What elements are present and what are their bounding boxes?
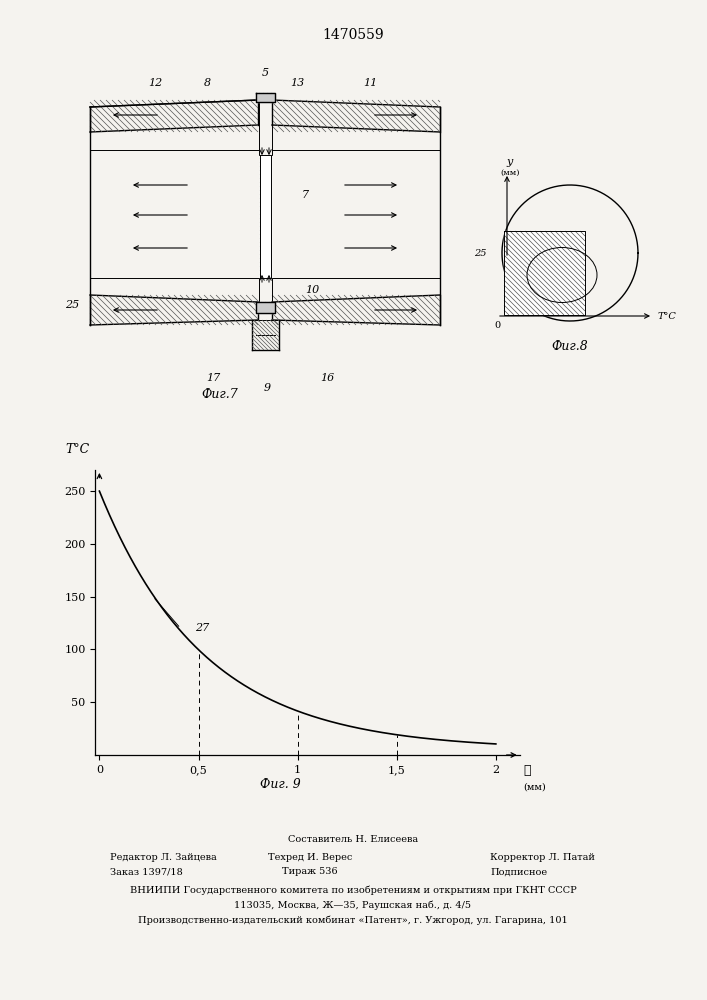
Text: 7: 7	[301, 190, 308, 200]
Text: T°C: T°C	[66, 443, 90, 456]
Text: 1470559: 1470559	[322, 28, 384, 42]
Text: 25: 25	[474, 248, 487, 257]
Text: T°C: T°C	[658, 312, 677, 321]
Text: Редактор Л. Зайцева: Редактор Л. Зайцева	[110, 852, 217, 861]
Text: y: y	[507, 157, 513, 167]
Text: 12: 12	[148, 78, 162, 88]
Text: Фиг.8: Фиг.8	[551, 340, 588, 353]
Text: (мм): (мм)	[501, 169, 520, 177]
Text: Заказ 1397/18: Заказ 1397/18	[110, 867, 182, 876]
Text: Подписное: Подписное	[490, 867, 547, 876]
Text: (мм): (мм)	[524, 782, 547, 791]
Text: Корректор Л. Патай: Корректор Л. Патай	[490, 852, 595, 861]
Text: Фиг.7: Фиг.7	[201, 388, 238, 401]
Text: 10: 10	[305, 285, 319, 295]
Text: ℓ: ℓ	[524, 764, 531, 777]
Text: 8: 8	[204, 78, 211, 88]
Text: Составитель Н. Елисеева: Составитель Н. Елисеева	[288, 836, 418, 844]
Text: 0: 0	[494, 321, 500, 330]
Text: 113035, Москва, Ж—35, Раушская наб., д. 4/5: 113035, Москва, Ж—35, Раушская наб., д. …	[235, 900, 472, 910]
Text: 25: 25	[65, 300, 79, 310]
Text: 11: 11	[363, 78, 377, 88]
Text: Производственно-издательский комбинат «Патент», г. Ужгород, ул. Гагарина, 101: Производственно-издательский комбинат «П…	[138, 915, 568, 925]
Polygon shape	[504, 231, 585, 315]
Polygon shape	[256, 93, 275, 102]
Text: ВНИИПИ Государственного комитета по изобретениям и открытиям при ГКНТ СССР: ВНИИПИ Государственного комитета по изоб…	[129, 885, 576, 895]
Polygon shape	[256, 302, 275, 313]
Text: 9: 9	[264, 383, 271, 393]
Text: 13: 13	[290, 78, 304, 88]
Text: 16: 16	[320, 373, 334, 383]
Text: Фиг. 9: Фиг. 9	[259, 778, 300, 792]
Text: Техред И. Верес: Техред И. Верес	[268, 852, 352, 861]
Text: Тираж 536: Тираж 536	[282, 867, 338, 876]
Text: 5: 5	[262, 68, 269, 78]
Text: 27: 27	[194, 623, 209, 633]
Text: 17: 17	[206, 373, 220, 383]
Polygon shape	[260, 155, 271, 278]
